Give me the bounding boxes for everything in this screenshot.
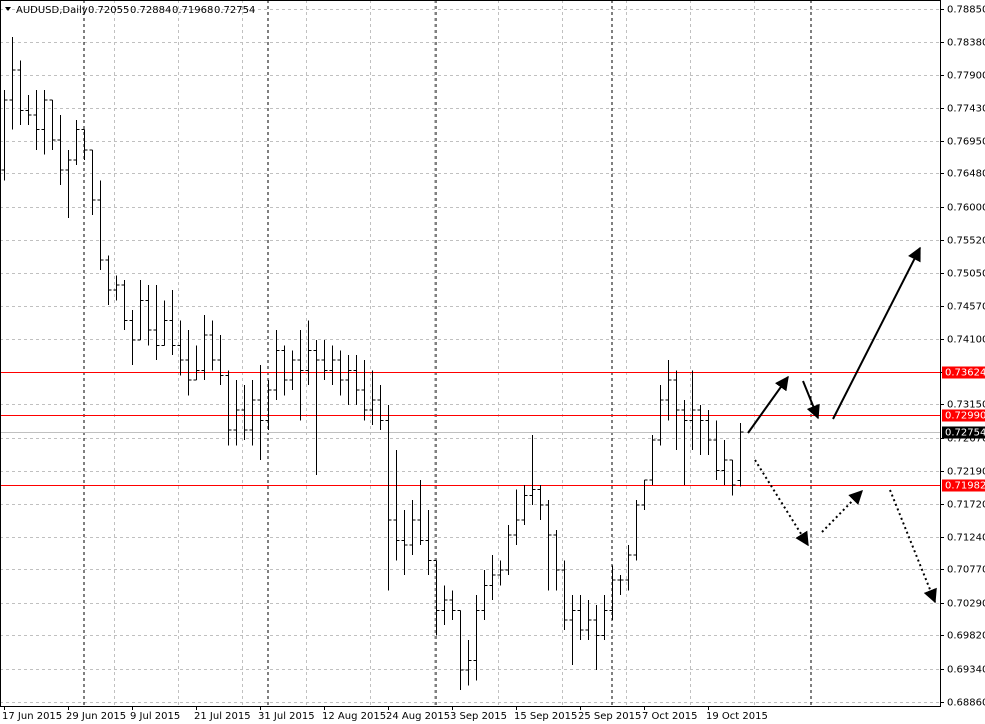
header-high: 0.72884	[130, 5, 171, 16]
level-box	[942, 409, 985, 422]
x-tick-label: 15 Sep 2015	[514, 711, 577, 722]
y-tick-label: 0.74100	[947, 335, 985, 346]
header-icon	[5, 7, 11, 11]
y-tick-label: 0.72670	[947, 434, 985, 445]
header-open: 0.72055	[88, 5, 129, 16]
y-tick-label: 0.73150	[947, 400, 985, 411]
grid	[0, 0, 940, 706]
x-tick-label: 7 Oct 2015	[642, 711, 697, 722]
chart-title: AUDUSD,Daily	[16, 5, 88, 16]
y-tick-label: 0.78380	[947, 38, 985, 49]
x-tick-label: 19 Oct 2015	[706, 711, 768, 722]
y-tick-label: 0.72190	[947, 467, 985, 478]
y-tick-label: 0.70770	[947, 565, 985, 576]
y-tick-label: 0.68860	[947, 698, 985, 709]
arrow	[832, 246, 921, 420]
x-tick-label: 21 Jul 2015	[194, 711, 251, 722]
y-tick-label: 0.78850	[947, 5, 985, 16]
current-price-box	[942, 426, 985, 439]
y-tick-label: 0.69340	[947, 665, 985, 676]
x-tick-label: 17 Jun 2015	[2, 711, 62, 722]
y-tick-label: 0.77900	[947, 71, 985, 82]
level-label: 0.72990	[945, 411, 985, 422]
x-tick-label: 12 Aug 2015	[322, 711, 386, 722]
x-tick-label: 25 Sep 2015	[578, 711, 641, 722]
level-label: 0.73624	[945, 368, 985, 379]
x-tick-label: 3 Sep 2015	[450, 711, 507, 722]
plot-border	[0, 0, 941, 707]
y-tick-label: 0.71720	[947, 500, 985, 511]
arrow	[889, 489, 937, 604]
annotation-arrows	[747, 246, 937, 604]
header-low: 0.71968	[172, 5, 213, 16]
y-tick-label: 0.76000	[947, 203, 985, 214]
arrow	[747, 375, 789, 434]
arrow	[754, 459, 809, 547]
y-tick-label: 0.76480	[947, 169, 985, 180]
header: AUDUSD,Daily 0.72055 0.72884 0.71968 0.7…	[5, 5, 255, 16]
x-tick-label: 9 Jul 2015	[130, 711, 180, 722]
y-tick-label: 0.69820	[947, 631, 985, 642]
level-box	[942, 366, 985, 379]
y-tick-label: 0.76950	[947, 137, 985, 148]
x-tick-label: 29 Jun 2015	[66, 711, 126, 722]
y-tick-label: 0.74570	[947, 302, 985, 313]
level-box	[942, 479, 985, 492]
y-tick-label: 0.75050	[947, 269, 985, 280]
y-tick-label: 0.75520	[947, 236, 985, 247]
price-axis: 0.78850 0.78380 0.77900 0.77430 0.76950 0.764…	[2, 5, 985, 722]
current-price-label: 0.72754	[945, 428, 985, 439]
y-tick-label: 0.77430	[947, 104, 985, 115]
y-tick-label: 0.70290	[947, 599, 985, 610]
levels	[0, 372, 940, 486]
y-tick-label: 0.71240	[947, 533, 985, 544]
level-label: 0.71982	[945, 481, 985, 492]
header-close: 0.72754	[214, 5, 255, 16]
arrow	[802, 380, 820, 420]
x-tick-label: 24 Aug 2015	[386, 711, 450, 722]
bars	[1, 36, 744, 691]
x-tick-label: 31 Jul 2015	[258, 711, 315, 722]
